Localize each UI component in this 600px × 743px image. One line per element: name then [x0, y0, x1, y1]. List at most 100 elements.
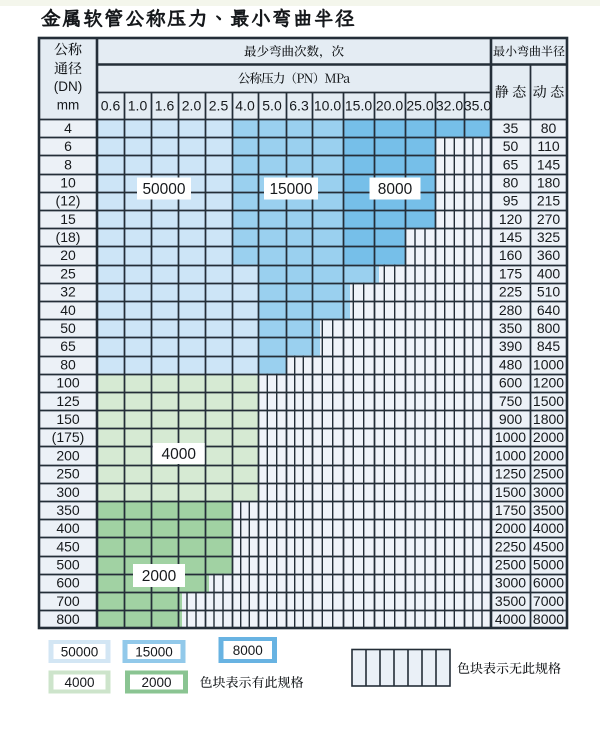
svg-text:5.0: 5.0: [262, 98, 282, 114]
svg-text:5000: 5000: [533, 557, 564, 573]
svg-text:10: 10: [60, 175, 76, 191]
svg-text:(18): (18): [56, 229, 81, 245]
svg-text:8: 8: [64, 156, 72, 172]
svg-text:15.0: 15.0: [345, 98, 372, 114]
svg-text:95: 95: [503, 193, 519, 209]
svg-text:20: 20: [60, 247, 76, 263]
svg-text:(DN): (DN): [54, 79, 83, 94]
svg-text:4: 4: [64, 120, 72, 136]
svg-text:4000: 4000: [495, 611, 526, 627]
svg-text:50: 50: [60, 320, 76, 336]
svg-text:80: 80: [60, 356, 76, 372]
svg-text:1.6: 1.6: [155, 98, 175, 114]
svg-text:225: 225: [499, 284, 523, 300]
svg-text:110: 110: [537, 138, 560, 154]
svg-text:1000: 1000: [533, 356, 564, 372]
svg-text:215: 215: [537, 193, 561, 209]
svg-text:3500: 3500: [495, 593, 526, 609]
svg-text:2.5: 2.5: [209, 98, 229, 114]
svg-text:2500: 2500: [495, 557, 526, 573]
svg-text:640: 640: [537, 302, 561, 318]
svg-text:125: 125: [56, 393, 80, 409]
svg-text:3500: 3500: [533, 502, 564, 518]
svg-text:65: 65: [503, 156, 519, 172]
svg-text:6: 6: [64, 138, 72, 154]
svg-text:15: 15: [60, 211, 76, 227]
svg-text:8000: 8000: [533, 611, 564, 627]
svg-text:700: 700: [56, 593, 80, 609]
svg-text:4500: 4500: [533, 538, 564, 554]
svg-text:80: 80: [541, 120, 557, 136]
svg-text:2000: 2000: [533, 447, 564, 463]
svg-text:2250: 2250: [495, 538, 526, 554]
svg-text:50000: 50000: [142, 181, 185, 198]
svg-text:32: 32: [60, 284, 76, 300]
svg-text:7000: 7000: [533, 593, 564, 609]
svg-text:500: 500: [56, 557, 80, 573]
svg-text:15000: 15000: [269, 181, 312, 198]
svg-text:6000: 6000: [533, 575, 564, 591]
svg-text:150: 150: [56, 411, 80, 427]
svg-text:900: 900: [499, 411, 523, 427]
svg-text:2.0: 2.0: [182, 98, 202, 114]
svg-text:2000: 2000: [495, 520, 526, 536]
svg-text:2500: 2500: [533, 466, 564, 482]
svg-text:480: 480: [499, 356, 523, 372]
svg-text:4000: 4000: [161, 446, 196, 463]
svg-text:80: 80: [503, 175, 519, 191]
svg-text:mm: mm: [57, 98, 80, 113]
svg-text:6.3: 6.3: [289, 98, 309, 114]
svg-text:390: 390: [499, 338, 523, 354]
svg-text:120: 120: [499, 211, 523, 227]
svg-text:145: 145: [499, 229, 523, 245]
svg-text:0.6: 0.6: [101, 98, 121, 114]
svg-text:400: 400: [56, 520, 80, 536]
svg-text:1.0: 1.0: [128, 98, 148, 114]
svg-text:20.0: 20.0: [376, 98, 403, 114]
svg-text:145: 145: [537, 156, 561, 172]
svg-text:350: 350: [499, 320, 523, 336]
svg-text:450: 450: [56, 538, 80, 554]
svg-text:200: 200: [56, 447, 80, 463]
svg-text:50000: 50000: [61, 644, 99, 659]
svg-text:280: 280: [499, 302, 523, 318]
svg-text:(175): (175): [52, 429, 85, 445]
svg-text:50: 50: [503, 138, 519, 154]
svg-text:600: 600: [499, 375, 523, 391]
svg-text:4000: 4000: [533, 520, 564, 536]
svg-text:25: 25: [60, 265, 76, 281]
svg-text:10.0: 10.0: [314, 98, 341, 114]
svg-text:250: 250: [56, 466, 80, 482]
svg-text:1000: 1000: [495, 429, 526, 445]
svg-text:32.0: 32.0: [436, 98, 463, 114]
svg-text:1500: 1500: [533, 393, 564, 409]
svg-text:8000: 8000: [233, 643, 263, 658]
svg-text:40: 40: [60, 302, 76, 318]
svg-text:160: 160: [499, 247, 523, 263]
svg-text:300: 300: [56, 484, 80, 500]
svg-text:400: 400: [537, 265, 561, 281]
svg-text:3000: 3000: [533, 484, 564, 500]
svg-text:750: 750: [499, 393, 523, 409]
svg-text:2000: 2000: [533, 429, 564, 445]
svg-text:360: 360: [537, 247, 561, 263]
svg-text:4.0: 4.0: [235, 98, 255, 114]
svg-text:65: 65: [60, 338, 76, 354]
svg-text:(12): (12): [56, 193, 81, 209]
svg-text:8000: 8000: [378, 181, 413, 198]
svg-text:3000: 3000: [495, 575, 526, 591]
svg-text:15000: 15000: [135, 644, 173, 659]
svg-text:845: 845: [537, 338, 561, 354]
svg-text:1000: 1000: [495, 447, 526, 463]
svg-text:175: 175: [499, 265, 523, 281]
svg-text:35.0: 35.0: [464, 98, 491, 114]
svg-text:350: 350: [56, 502, 80, 518]
svg-text:2000: 2000: [142, 568, 177, 585]
svg-text:1750: 1750: [495, 502, 526, 518]
svg-text:270: 270: [537, 211, 561, 227]
svg-text:510: 510: [537, 284, 561, 300]
svg-text:35: 35: [503, 120, 519, 136]
svg-text:1800: 1800: [533, 411, 564, 427]
svg-text:180: 180: [537, 175, 561, 191]
svg-text:4000: 4000: [64, 675, 94, 690]
